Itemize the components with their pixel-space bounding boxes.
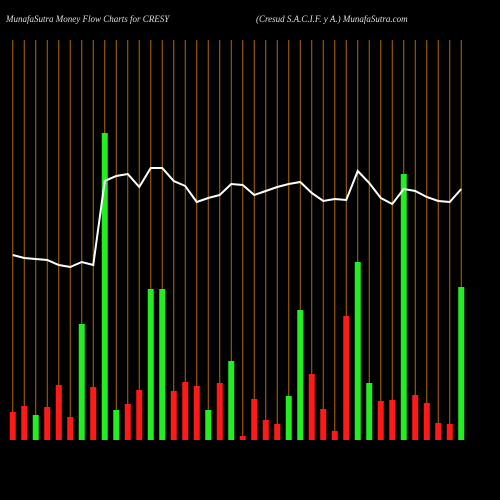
bar [205, 410, 212, 440]
bar [228, 361, 235, 440]
bar [113, 410, 120, 440]
bar [458, 287, 465, 440]
bar [147, 289, 154, 440]
bar [32, 415, 39, 440]
bar [182, 382, 189, 440]
bar [78, 324, 85, 440]
bar [136, 390, 143, 440]
bar [320, 409, 327, 440]
bar [366, 383, 373, 440]
bar [389, 400, 396, 440]
price-line [12, 167, 462, 269]
bar [101, 133, 108, 440]
bar [285, 396, 292, 440]
bar [331, 431, 338, 440]
bar [9, 412, 16, 440]
bar [274, 424, 281, 440]
bar [55, 385, 62, 440]
bar [159, 289, 166, 440]
bar [124, 404, 131, 440]
bar [400, 174, 407, 440]
bar [193, 386, 200, 440]
bar [343, 316, 350, 440]
bar [44, 407, 51, 440]
bar [308, 374, 315, 440]
bar [297, 310, 304, 440]
chart-title: MunafaSutra Money Flow Charts for CRESY [5, 14, 170, 24]
bar [262, 420, 269, 440]
bar [216, 383, 223, 440]
bar [354, 262, 361, 440]
bar [170, 391, 177, 440]
bar [446, 424, 453, 440]
bar [239, 436, 246, 440]
bar [90, 387, 97, 440]
bar [21, 406, 28, 440]
bar [423, 403, 430, 440]
chart-subtitle: (Cresud S.A.C.I.F. y A.) MunafaSutra.com [256, 14, 408, 24]
bar [412, 395, 419, 440]
bar [435, 423, 442, 440]
bar [67, 417, 74, 440]
bar [377, 401, 384, 440]
bar [251, 399, 258, 440]
